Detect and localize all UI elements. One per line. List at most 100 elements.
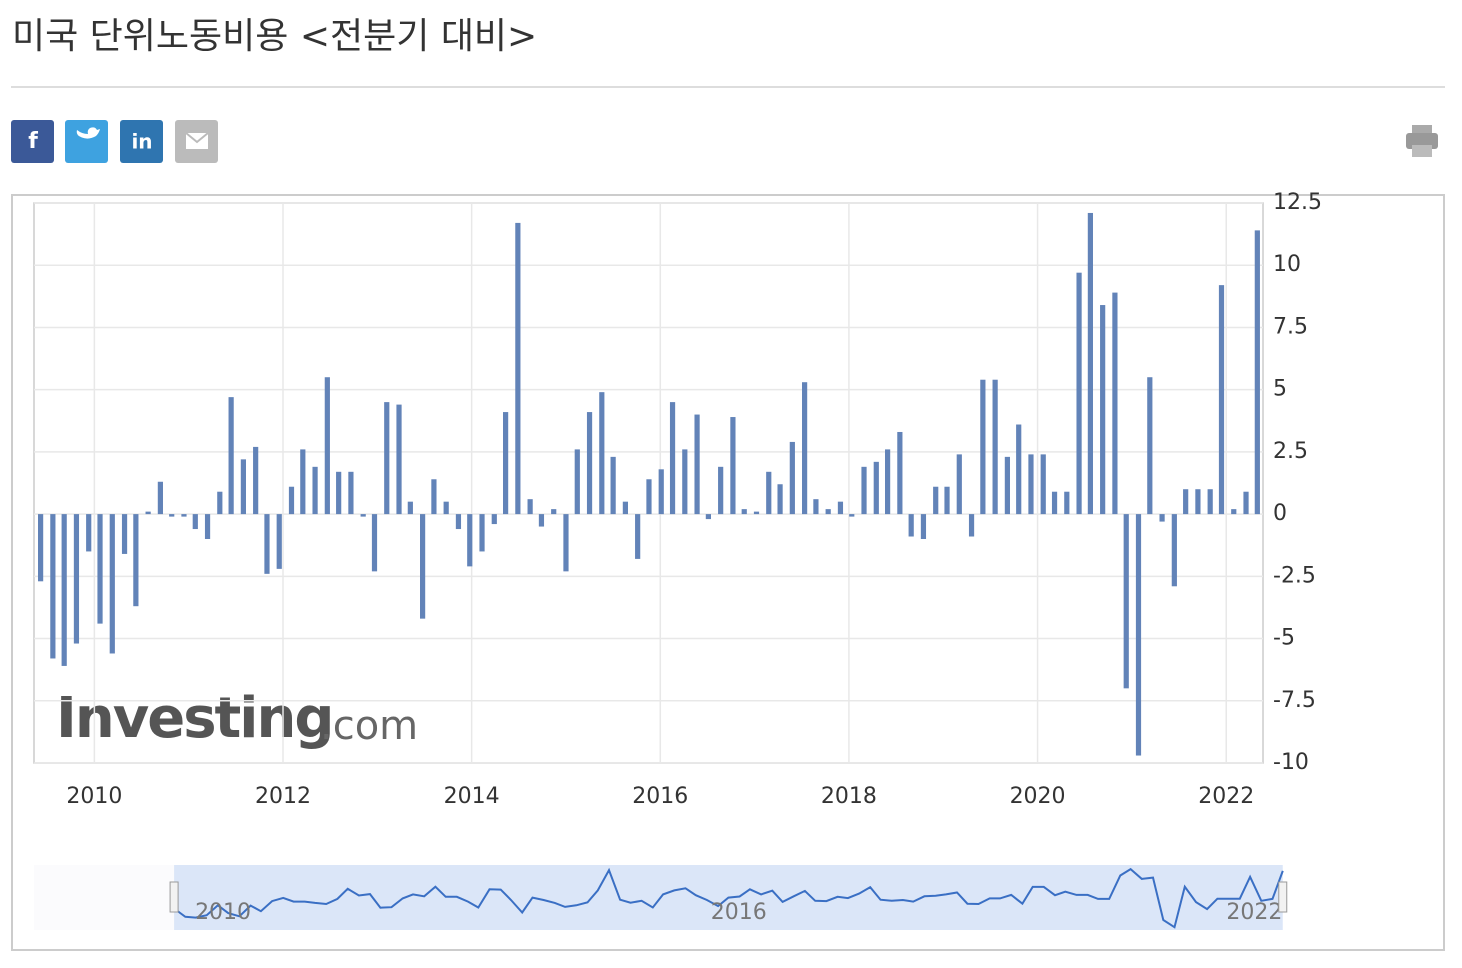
share-twitter[interactable] xyxy=(65,120,108,163)
bar xyxy=(897,431,903,515)
bar xyxy=(491,514,497,525)
bar xyxy=(837,501,844,515)
bar xyxy=(1100,305,1106,515)
y-tick-label: 2.5 xyxy=(1273,439,1308,464)
bar xyxy=(705,514,711,520)
bar xyxy=(109,514,115,654)
bar xyxy=(849,514,855,517)
bar xyxy=(1028,454,1034,515)
bar xyxy=(669,402,676,515)
bar xyxy=(336,471,342,515)
bar xyxy=(276,514,282,569)
bar xyxy=(264,514,270,574)
navigator-tick-label: 2022 xyxy=(1226,900,1282,925)
bar xyxy=(992,379,998,515)
bar xyxy=(682,449,688,515)
bar xyxy=(885,449,891,515)
bar xyxy=(730,417,736,515)
bar xyxy=(1243,491,1249,515)
bar xyxy=(813,499,819,515)
bar xyxy=(145,511,151,515)
bar xyxy=(300,449,306,515)
bar xyxy=(97,514,103,624)
x-tick-label: 2012 xyxy=(255,784,311,809)
bar xyxy=(741,509,747,515)
bar xyxy=(61,514,67,666)
bar xyxy=(694,414,700,515)
bar xyxy=(920,514,927,539)
bar xyxy=(802,382,808,515)
bar xyxy=(288,486,295,515)
bar xyxy=(777,484,783,515)
x-tick-label: 2022 xyxy=(1198,784,1254,809)
bar xyxy=(1004,456,1010,515)
bar xyxy=(1040,454,1046,515)
bar xyxy=(479,514,485,552)
navigator-tick-label: 2016 xyxy=(711,900,767,925)
y-tick-label: -7.5 xyxy=(1273,688,1316,713)
bar xyxy=(467,514,473,567)
navigator-tick-label: 2010 xyxy=(195,900,251,925)
bar xyxy=(1135,514,1142,756)
bar xyxy=(1231,509,1237,515)
y-tick-label: 7.5 xyxy=(1273,314,1308,339)
share-linkedin[interactable]: in xyxy=(120,120,163,163)
chart-frame xyxy=(11,194,1445,951)
bar xyxy=(968,514,975,537)
navigator-line xyxy=(173,867,1284,929)
bar xyxy=(169,514,175,517)
bar xyxy=(551,509,557,515)
bar xyxy=(503,412,509,515)
bar xyxy=(1171,514,1177,587)
bar xyxy=(861,466,867,515)
y-tick-label: -10 xyxy=(1273,750,1309,775)
bar xyxy=(1254,230,1260,515)
y-tick-label: 0 xyxy=(1273,501,1287,526)
bar xyxy=(873,461,879,515)
bar xyxy=(825,509,831,515)
svg-text:in: in xyxy=(131,130,152,154)
bar xyxy=(586,412,593,515)
x-tick-label: 2020 xyxy=(1010,784,1066,809)
bar xyxy=(431,479,437,515)
bar xyxy=(635,514,641,559)
bar xyxy=(86,514,92,552)
bar xyxy=(50,514,56,659)
bar xyxy=(622,501,628,515)
bar xyxy=(443,501,449,515)
bar xyxy=(980,379,986,515)
bar xyxy=(599,392,605,515)
y-tick-label: -2.5 xyxy=(1273,563,1316,588)
bar xyxy=(217,491,223,515)
bar xyxy=(789,441,795,515)
bar xyxy=(192,514,198,530)
bar xyxy=(944,486,950,515)
share-email[interactable] xyxy=(175,120,218,163)
bar xyxy=(1016,424,1022,515)
bar xyxy=(766,471,772,515)
navigator-handle[interactable] xyxy=(1278,881,1288,913)
bar xyxy=(563,514,569,572)
bar xyxy=(324,377,330,515)
x-tick-label: 2010 xyxy=(66,784,122,809)
bar xyxy=(181,514,187,517)
bar xyxy=(396,404,402,515)
bar xyxy=(228,397,234,515)
bar xyxy=(38,514,44,582)
bar xyxy=(384,402,390,515)
bar xyxy=(240,459,246,515)
bar xyxy=(538,514,545,527)
navigator-mask xyxy=(34,865,175,930)
bar xyxy=(933,486,939,515)
bar xyxy=(1051,491,1058,515)
bar xyxy=(73,514,80,644)
bar xyxy=(1218,285,1225,515)
share-facebook[interactable]: f xyxy=(11,120,54,163)
watermark-brand: Investing xyxy=(56,686,332,751)
navigator-handle[interactable] xyxy=(169,881,179,913)
bar xyxy=(121,514,128,554)
print-button[interactable] xyxy=(1406,125,1438,157)
bar xyxy=(658,469,664,515)
bar xyxy=(718,466,724,515)
